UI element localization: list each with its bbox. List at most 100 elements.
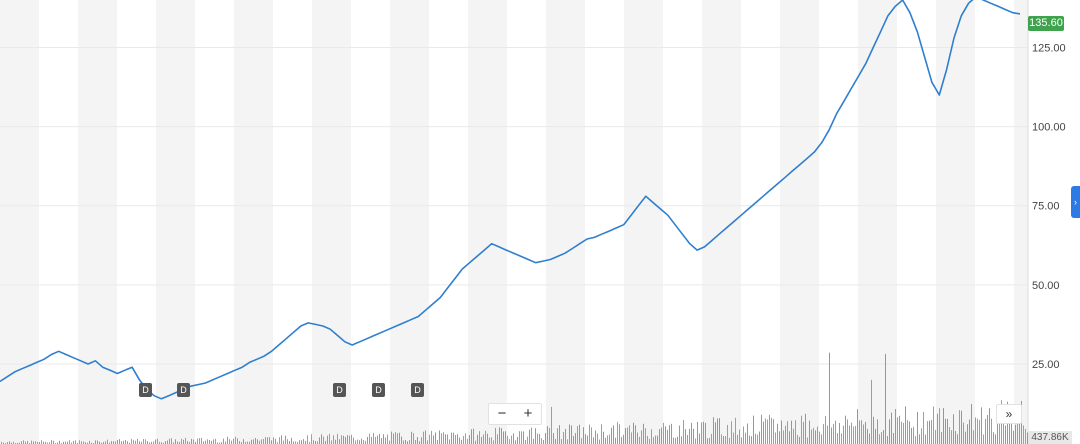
volume-bar — [365, 440, 366, 444]
volume-bar — [619, 424, 620, 444]
volume-bar — [327, 435, 328, 444]
volume-bar — [617, 422, 618, 444]
volume-bar — [657, 435, 658, 444]
y-tick-label: 100.00 — [1032, 122, 1066, 134]
volume-bar — [899, 415, 900, 444]
volume-bar — [409, 440, 410, 444]
volume-bar — [11, 442, 12, 444]
volume-bar — [89, 440, 90, 444]
volume-bar — [921, 428, 922, 444]
volume-bar — [1025, 428, 1026, 444]
volume-bar — [187, 441, 188, 444]
volume-bar — [473, 428, 474, 444]
volume-bar — [933, 406, 934, 444]
dividend-marker[interactable]: D — [372, 383, 385, 397]
volume-bar — [231, 440, 232, 444]
volume-bar — [625, 428, 626, 444]
volume-bar — [867, 428, 868, 444]
background-band — [780, 0, 819, 444]
volume-bar — [731, 421, 732, 444]
volume-bar — [279, 437, 280, 444]
volume-bar — [645, 428, 646, 444]
volume-bar — [977, 418, 978, 444]
volume-bar — [425, 430, 426, 444]
volume-bar — [847, 419, 848, 444]
volume-bar — [699, 433, 700, 444]
volume-bar — [213, 439, 214, 444]
volume-bar — [763, 421, 764, 444]
dividend-marker[interactable]: D — [177, 383, 190, 397]
volume-bar — [565, 429, 566, 444]
volume-bar — [815, 430, 816, 444]
volume-bar — [191, 438, 192, 444]
zoom-out-button[interactable]: − — [497, 405, 507, 422]
volume-bar — [765, 418, 766, 444]
volume-bar — [571, 425, 572, 444]
volume-bar — [947, 418, 948, 444]
volume-bar — [593, 437, 594, 444]
volume-bar — [255, 438, 256, 444]
volume-bar — [929, 420, 930, 444]
volume-bar — [185, 437, 186, 444]
volume-bar — [621, 436, 622, 444]
volume-bar — [795, 420, 796, 444]
volume-bar — [59, 440, 60, 444]
volume-bar — [253, 439, 254, 444]
volume-bar — [675, 437, 676, 444]
volume-bar — [199, 438, 200, 444]
scroll-right-button[interactable]: » — [996, 404, 1022, 424]
price-series-line — [0, 0, 1021, 400]
volume-bar — [263, 439, 264, 444]
volume-bar — [451, 432, 452, 444]
volume-bar — [49, 442, 50, 444]
volume-bar — [995, 434, 996, 444]
volume-bar — [907, 420, 908, 444]
volume-bar — [359, 440, 360, 444]
volume-bar — [629, 425, 630, 444]
background-band — [936, 0, 975, 444]
y-tick-label: 75.00 — [1032, 201, 1060, 213]
volume-bar — [85, 442, 86, 444]
volume-bar — [313, 440, 314, 444]
volume-bar — [965, 431, 966, 444]
volume-bar — [111, 441, 112, 444]
volume-bar — [831, 427, 832, 444]
volume-bar — [949, 427, 950, 444]
volume-bar — [797, 434, 798, 444]
volume-bar — [1015, 424, 1016, 444]
volume-bar — [551, 406, 552, 444]
volume-bar — [857, 409, 858, 444]
volume-bar — [837, 433, 838, 444]
volume-bar — [485, 430, 486, 444]
volume-bar — [999, 415, 1000, 444]
volume-bar — [351, 434, 352, 444]
dividend-marker[interactable]: D — [139, 383, 152, 397]
volume-bar — [559, 425, 560, 444]
volume-bar — [449, 439, 450, 444]
volume-bar — [861, 420, 862, 444]
dividend-marker[interactable]: D — [411, 383, 424, 397]
volume-bar — [135, 440, 136, 444]
last-volume-badge: 437.86K — [1028, 431, 1072, 444]
volume-bar — [889, 419, 890, 444]
volume-bar — [605, 437, 606, 444]
volume-bar — [139, 441, 140, 444]
panel-toggle-button[interactable]: › — [1071, 186, 1080, 218]
volume-bar — [893, 433, 894, 444]
volume-bar — [25, 441, 26, 444]
volume-bar — [545, 433, 546, 444]
dividend-marker[interactable]: D — [333, 383, 346, 397]
volume-bar — [943, 408, 944, 444]
volume-bar — [75, 440, 76, 444]
volume-bar — [945, 418, 946, 444]
zoom-in-button[interactable]: + — [523, 405, 533, 422]
volume-bar — [1027, 432, 1028, 444]
volume-bar — [205, 440, 206, 444]
volume-bar — [775, 432, 776, 444]
volume-bar — [811, 429, 812, 444]
volume-bar — [863, 424, 864, 444]
volume-bar — [299, 440, 300, 444]
volume-bar — [169, 438, 170, 444]
volume-bar — [745, 432, 746, 444]
